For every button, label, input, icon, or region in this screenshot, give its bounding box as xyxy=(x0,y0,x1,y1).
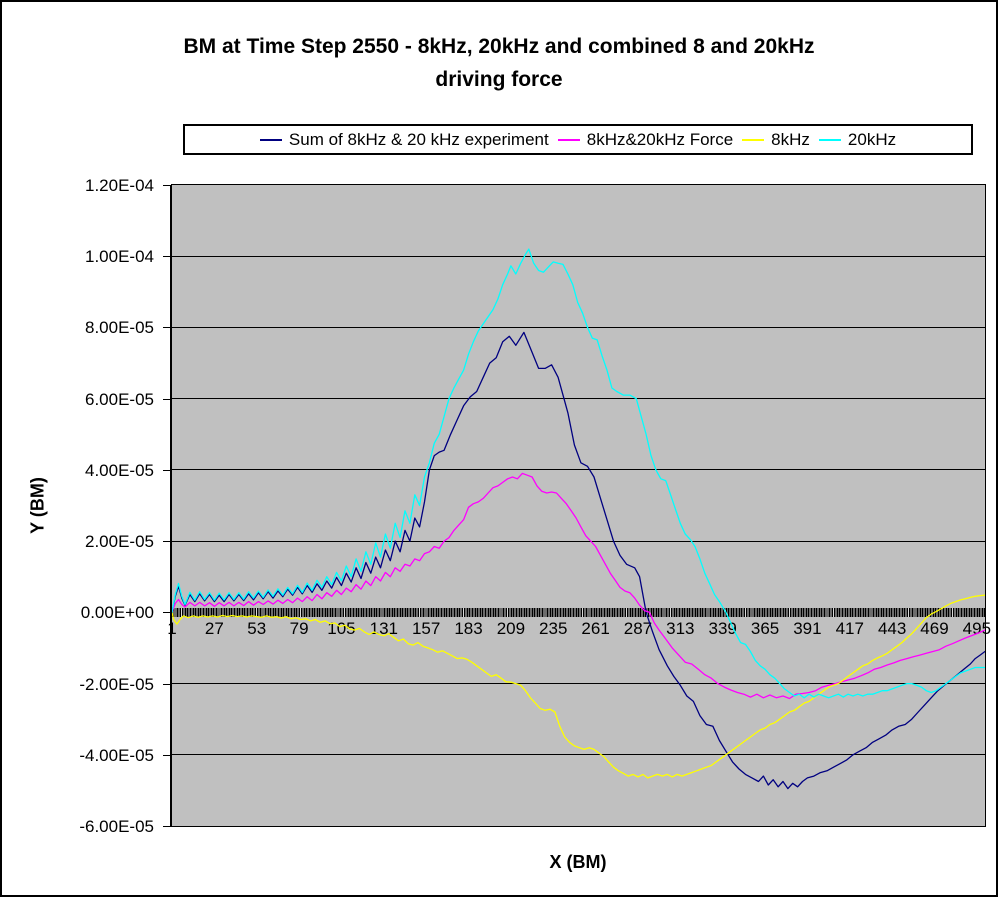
y-axis-tick xyxy=(163,683,172,685)
legend-swatch-sum-icon xyxy=(259,138,282,141)
y-gridline xyxy=(172,754,985,756)
legend-label-force: 8kHz&20kHz Force xyxy=(586,129,734,149)
x-axis-title: X (BM) xyxy=(549,852,607,872)
series-line-8khz xyxy=(172,594,985,779)
x-tick-label: 53 xyxy=(247,619,267,639)
y-tick-label: 1.20E-04 xyxy=(85,176,154,195)
series-line-8khz-20khz-force xyxy=(172,472,985,700)
x-tick-label: 235 xyxy=(539,619,568,639)
legend-item-force: 8kHz&20kHz Force xyxy=(557,129,734,150)
y-axis-tick xyxy=(163,185,172,186)
x-axis-zero-tick-band xyxy=(172,608,985,617)
x-tick-label: 365 xyxy=(750,619,780,639)
chart-title: BM at Time Step 2550 - 8kHz, 20kHz and c… xyxy=(2,30,996,96)
y-tick-label: -4.00E-05 xyxy=(79,745,154,765)
y-tick-label: -2.00E-05 xyxy=(79,674,154,694)
y-axis-tick xyxy=(163,541,172,543)
plot-area: 1 27 53 79 105 131 157 183 209 235 261 287 313 339 365… xyxy=(167,185,991,826)
x-tick-label: 27 xyxy=(204,619,224,639)
x-tick-label: 469 xyxy=(920,619,949,639)
y-gridline xyxy=(172,398,985,400)
x-tick-label: 495 xyxy=(962,619,992,639)
chart-title-line1: BM at Time Step 2550 - 8kHz, 20kHz and c… xyxy=(183,35,815,58)
y-axis-tick xyxy=(163,826,172,827)
y-axis-tick xyxy=(163,398,172,400)
x-tick-label: 79 xyxy=(289,619,309,639)
y-gridline xyxy=(172,540,985,542)
y-tick-label: 1.00E-04 xyxy=(85,247,154,267)
y-axis-tick xyxy=(163,469,172,471)
x-tick-label: 157 xyxy=(411,619,441,639)
legend-swatch-force-icon xyxy=(557,138,580,141)
x-tick-label: 313 xyxy=(666,619,695,639)
legend-item-8khz: 8kHz xyxy=(742,130,810,150)
x-tick-label: 443 xyxy=(877,619,907,639)
x-tick-label: 183 xyxy=(454,619,483,639)
x-tick-label: 1 xyxy=(167,619,177,639)
legend-label-20khz: 20kHz xyxy=(847,129,897,149)
legend-item-20khz: 20kHz xyxy=(818,129,897,150)
chart-title-line2: driving force xyxy=(435,68,563,91)
y-axis-tick xyxy=(163,256,172,258)
x-tick-label: 261 xyxy=(581,619,610,639)
x-tick-label: 209 xyxy=(496,619,526,639)
x-tick-label: 391 xyxy=(793,619,822,639)
y-tick-label: 0.00E+00 xyxy=(80,603,154,623)
x-tick-label: 287 xyxy=(623,619,653,639)
legend-label-sum: Sum of 8kHz & 20 kHz experiment xyxy=(288,129,549,149)
series-curves xyxy=(172,248,985,790)
legend-swatch-20khz-icon xyxy=(818,138,841,141)
x-tick-label: 339 xyxy=(708,619,737,639)
y-gridline xyxy=(172,683,985,685)
x-tick-label: 105 xyxy=(327,619,356,639)
y-axis-line xyxy=(170,185,172,826)
y-axis-tick xyxy=(163,327,172,329)
y-tick-label: 6.00E-05 xyxy=(85,389,154,409)
y-axis-tick xyxy=(163,612,172,614)
legend-item-sum: Sum of 8kHz & 20 kHz experiment xyxy=(259,129,549,150)
x-tick-label: 417 xyxy=(835,619,864,639)
legend-label-8khz: 8kHz xyxy=(771,129,810,149)
y-gridline xyxy=(172,469,985,471)
y-gridline xyxy=(172,326,985,328)
series-line-20khz xyxy=(172,248,985,699)
y-tick-label: 8.00E-05 xyxy=(85,318,154,338)
y-tick-label: 4.00E-05 xyxy=(85,460,154,480)
y-tick-label: -6.00E-05 xyxy=(79,817,154,836)
y-tick-label: 2.00E-05 xyxy=(85,532,154,552)
legend-swatch-8khz-icon xyxy=(742,138,765,141)
y-gridline xyxy=(172,255,985,257)
legend: Sum of 8kHz & 20 kHz experiment 8kHz&20k… xyxy=(183,124,973,155)
series-line-sum-of-8khz-20-khz-experiment xyxy=(172,331,985,790)
y-axis-tick xyxy=(163,754,172,756)
